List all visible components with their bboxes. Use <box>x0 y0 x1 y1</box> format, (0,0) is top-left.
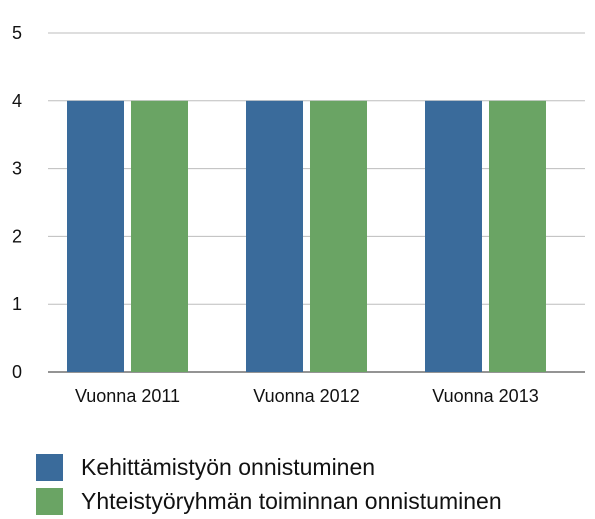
bar-series-1-2 <box>246 100 303 373</box>
bar-chart: 0 1 2 3 4 5 Vuonna 2011 Vuonna 2012 Vuonna 2013 <box>12 23 585 406</box>
legend-swatch-series-1 <box>36 453 63 481</box>
y-tick-label-4: 4 <box>12 91 22 111</box>
bar-series-1-1 <box>67 100 124 373</box>
y-axis: 0 1 2 3 4 5 <box>12 23 22 382</box>
legend: Kehittämistyön onnistuminen Yhteistyöryh… <box>36 450 502 518</box>
bars <box>67 100 546 373</box>
x-tick-label-2: Vuonna 2012 <box>253 386 359 406</box>
y-tick-label-3: 3 <box>12 159 22 179</box>
legend-label-series-2: Yhteistyöryhmän toiminnan onnistuminen <box>81 487 502 514</box>
y-tick-label-1: 1 <box>12 294 22 314</box>
legend-item-series-2: Yhteistyöryhmän toiminnan onnistuminen <box>36 484 502 518</box>
y-tick-label-2: 2 <box>12 226 22 246</box>
x-tick-label-3: Vuonna 2013 <box>432 386 538 406</box>
legend-item-series-1: Kehittämistyön onnistuminen <box>36 450 502 484</box>
x-tick-label-1: Vuonna 2011 <box>75 386 180 406</box>
bar-series-2-3 <box>489 100 546 373</box>
bar-series-1-3 <box>425 100 482 373</box>
bar-series-2-2 <box>310 100 367 373</box>
x-axis: Vuonna 2011 Vuonna 2012 Vuonna 2013 <box>75 386 539 406</box>
bar-series-2-1 <box>131 100 188 373</box>
legend-label-series-1: Kehittämistyön onnistuminen <box>81 453 376 480</box>
legend-swatch-series-2 <box>36 487 63 515</box>
y-tick-label-5: 5 <box>12 23 22 43</box>
y-tick-label-0: 0 <box>12 362 22 382</box>
